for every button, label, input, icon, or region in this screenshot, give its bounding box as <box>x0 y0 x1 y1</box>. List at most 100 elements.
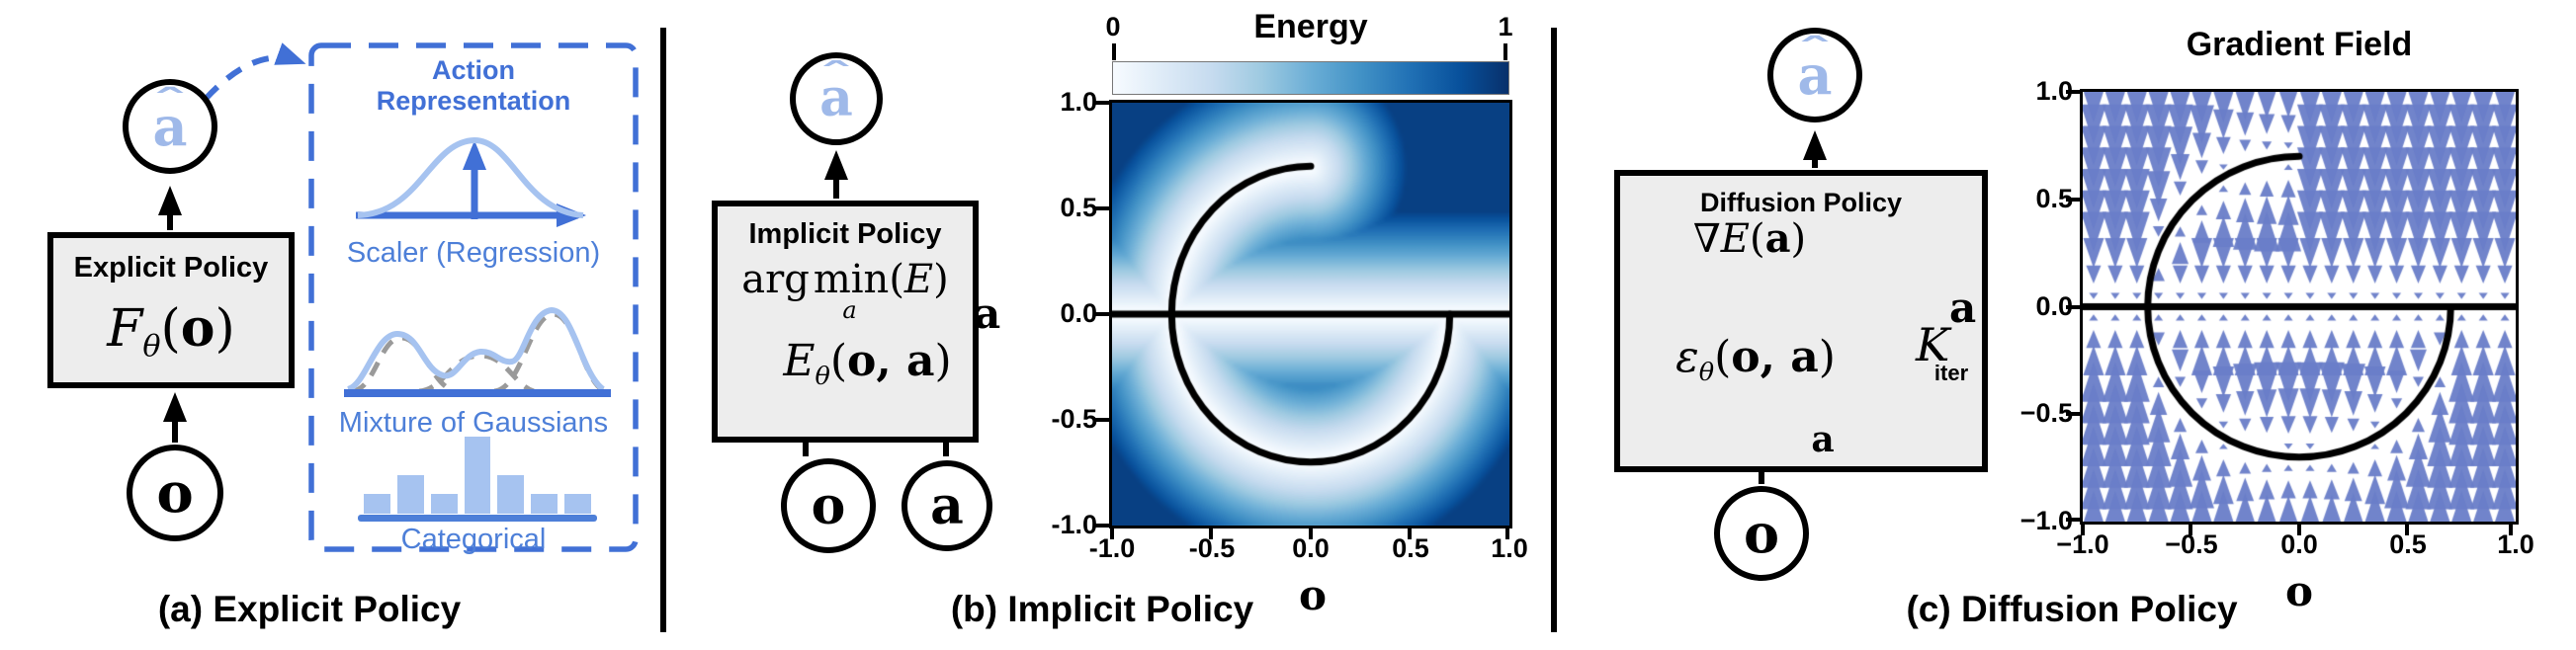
formula-a: a <box>1764 215 1791 262</box>
tick-mark <box>2081 522 2085 535</box>
panel-divider-1 <box>660 28 666 632</box>
tick-mark <box>1095 101 1109 105</box>
tick-mark <box>1110 526 1114 539</box>
eps-fn-formula: εθ(o, a) <box>1633 332 1878 387</box>
categorical-histogram <box>364 435 592 514</box>
categorical-baseline <box>358 515 597 522</box>
diffusion-policy-box: Diffusion Policy <box>1614 170 1988 472</box>
grad-ytick: 0.5 <box>2035 184 2073 213</box>
argmin-sub-a: a <box>842 296 857 325</box>
paren-close: ) <box>933 257 949 302</box>
tick-mark <box>1309 526 1313 539</box>
argmin-formula: arg min a (E) <box>718 257 973 324</box>
grad-E-formula: ∇E(a) <box>1641 215 1858 262</box>
categorical-bar <box>364 494 390 514</box>
action-label-b: a <box>930 475 964 536</box>
tick-mark <box>2297 522 2301 535</box>
formula-a: a <box>905 336 935 386</box>
observation-label-a: o <box>156 460 194 526</box>
formula-theta: θ <box>1698 357 1715 387</box>
energy-ylabel: a <box>974 289 1001 338</box>
dashed-arrow-ahat-to-repbox <box>203 42 306 102</box>
formula-E: E <box>783 336 816 386</box>
paren-close: ) <box>215 299 235 359</box>
tick-mark <box>1209 526 1213 539</box>
tick-mark <box>2066 305 2080 309</box>
energy-xlabel: o <box>1298 571 1327 619</box>
paren-open: ( <box>1750 216 1765 262</box>
argmin-min: min <box>813 257 890 302</box>
comma: , <box>1760 332 1791 382</box>
energy-colorbar <box>1112 61 1509 95</box>
paren-open: ( <box>1714 332 1732 382</box>
implicit-policy-title: Implicit Policy <box>748 218 942 250</box>
panel-divider-2 <box>1551 28 1557 632</box>
energy-plot-title: Energy <box>1253 8 1368 45</box>
paren-open: ( <box>829 336 847 386</box>
categorical-bar <box>430 494 458 514</box>
a-loop-label: a <box>1811 419 1835 460</box>
tick-mark <box>1095 206 1109 210</box>
energy-heatmap-frame <box>1109 100 1512 528</box>
categorical-label: Categorical <box>400 524 547 555</box>
formula-F: F <box>107 299 143 359</box>
energy-ytick: 0.5 <box>1060 193 1097 222</box>
observation-label-b: o <box>811 475 846 536</box>
formula-o: o <box>846 336 877 386</box>
categorical-bar <box>464 437 491 514</box>
iter-subscript: iter <box>1933 361 1969 386</box>
hat-glyph: ˆ <box>151 82 189 122</box>
implicit-policy-box: Implicit Policy arg min a (E) <box>712 201 979 443</box>
tick-mark <box>1408 526 1412 539</box>
comma: , <box>876 336 906 386</box>
tick-mark <box>2509 522 2513 535</box>
gradient-field-plot <box>2083 92 2516 522</box>
colorbar-tick-left <box>1112 43 1116 60</box>
paren-close: ) <box>1790 216 1807 262</box>
paren-close: ) <box>934 336 952 386</box>
k-symbol: K <box>1916 318 1950 371</box>
gradient-field-frame <box>2080 89 2519 525</box>
energy-heatmap <box>1112 103 1509 526</box>
formula-o: o <box>180 298 215 359</box>
energy-fn-formula: Eθ(o, a) <box>761 336 974 391</box>
caption-b: (b) Implicit Policy <box>950 589 1254 629</box>
grad-xtick: 1.0 <box>2497 529 2534 559</box>
tick-mark <box>2066 198 2080 202</box>
grad-xlabel: o <box>2284 567 2313 615</box>
colorbar-tick-right <box>1503 43 1507 60</box>
gradient-field-title: Gradient Field <box>2186 26 2413 63</box>
observation-label-c: o <box>1743 502 1780 565</box>
formula-theta: θ <box>815 361 830 391</box>
energy-ytick: -0.5 <box>1051 404 1097 434</box>
explicit-policy-formula: Fθ(o) <box>53 298 289 365</box>
energy-ytick: 1.0 <box>1060 87 1097 117</box>
colorbar-min-label: 0 <box>1105 12 1121 41</box>
tick-mark <box>1095 524 1109 528</box>
energy-xtick: 1.0 <box>1491 533 1528 563</box>
action-representation-title: Action Representation <box>311 55 636 117</box>
colorbar-max-label: 1 <box>1498 12 1513 41</box>
mixture-of-gaussians-icon <box>344 306 611 397</box>
formula-o: o <box>1731 332 1760 382</box>
action-title-line2: Representation <box>376 86 571 117</box>
tick-mark <box>2066 90 2080 94</box>
explicit-policy-box: Explicit Policy Fθ(o) <box>47 232 295 388</box>
energy-ytick: 0.0 <box>1060 298 1097 328</box>
grad-ytick: −0.5 <box>2019 398 2073 428</box>
tick-mark <box>2066 412 2080 416</box>
action-title-line1: Action <box>432 55 515 85</box>
grad-ylabel: a <box>1949 284 1977 332</box>
action-node-b: a <box>902 460 992 551</box>
energy-ytick: -1.0 <box>1051 510 1097 539</box>
explicit-policy-title: Explicit Policy <box>73 252 269 284</box>
argmin-arg: arg <box>741 257 810 302</box>
hat-glyph: ˆ <box>818 56 854 95</box>
grad-ytick: 1.0 <box>2035 76 2073 106</box>
